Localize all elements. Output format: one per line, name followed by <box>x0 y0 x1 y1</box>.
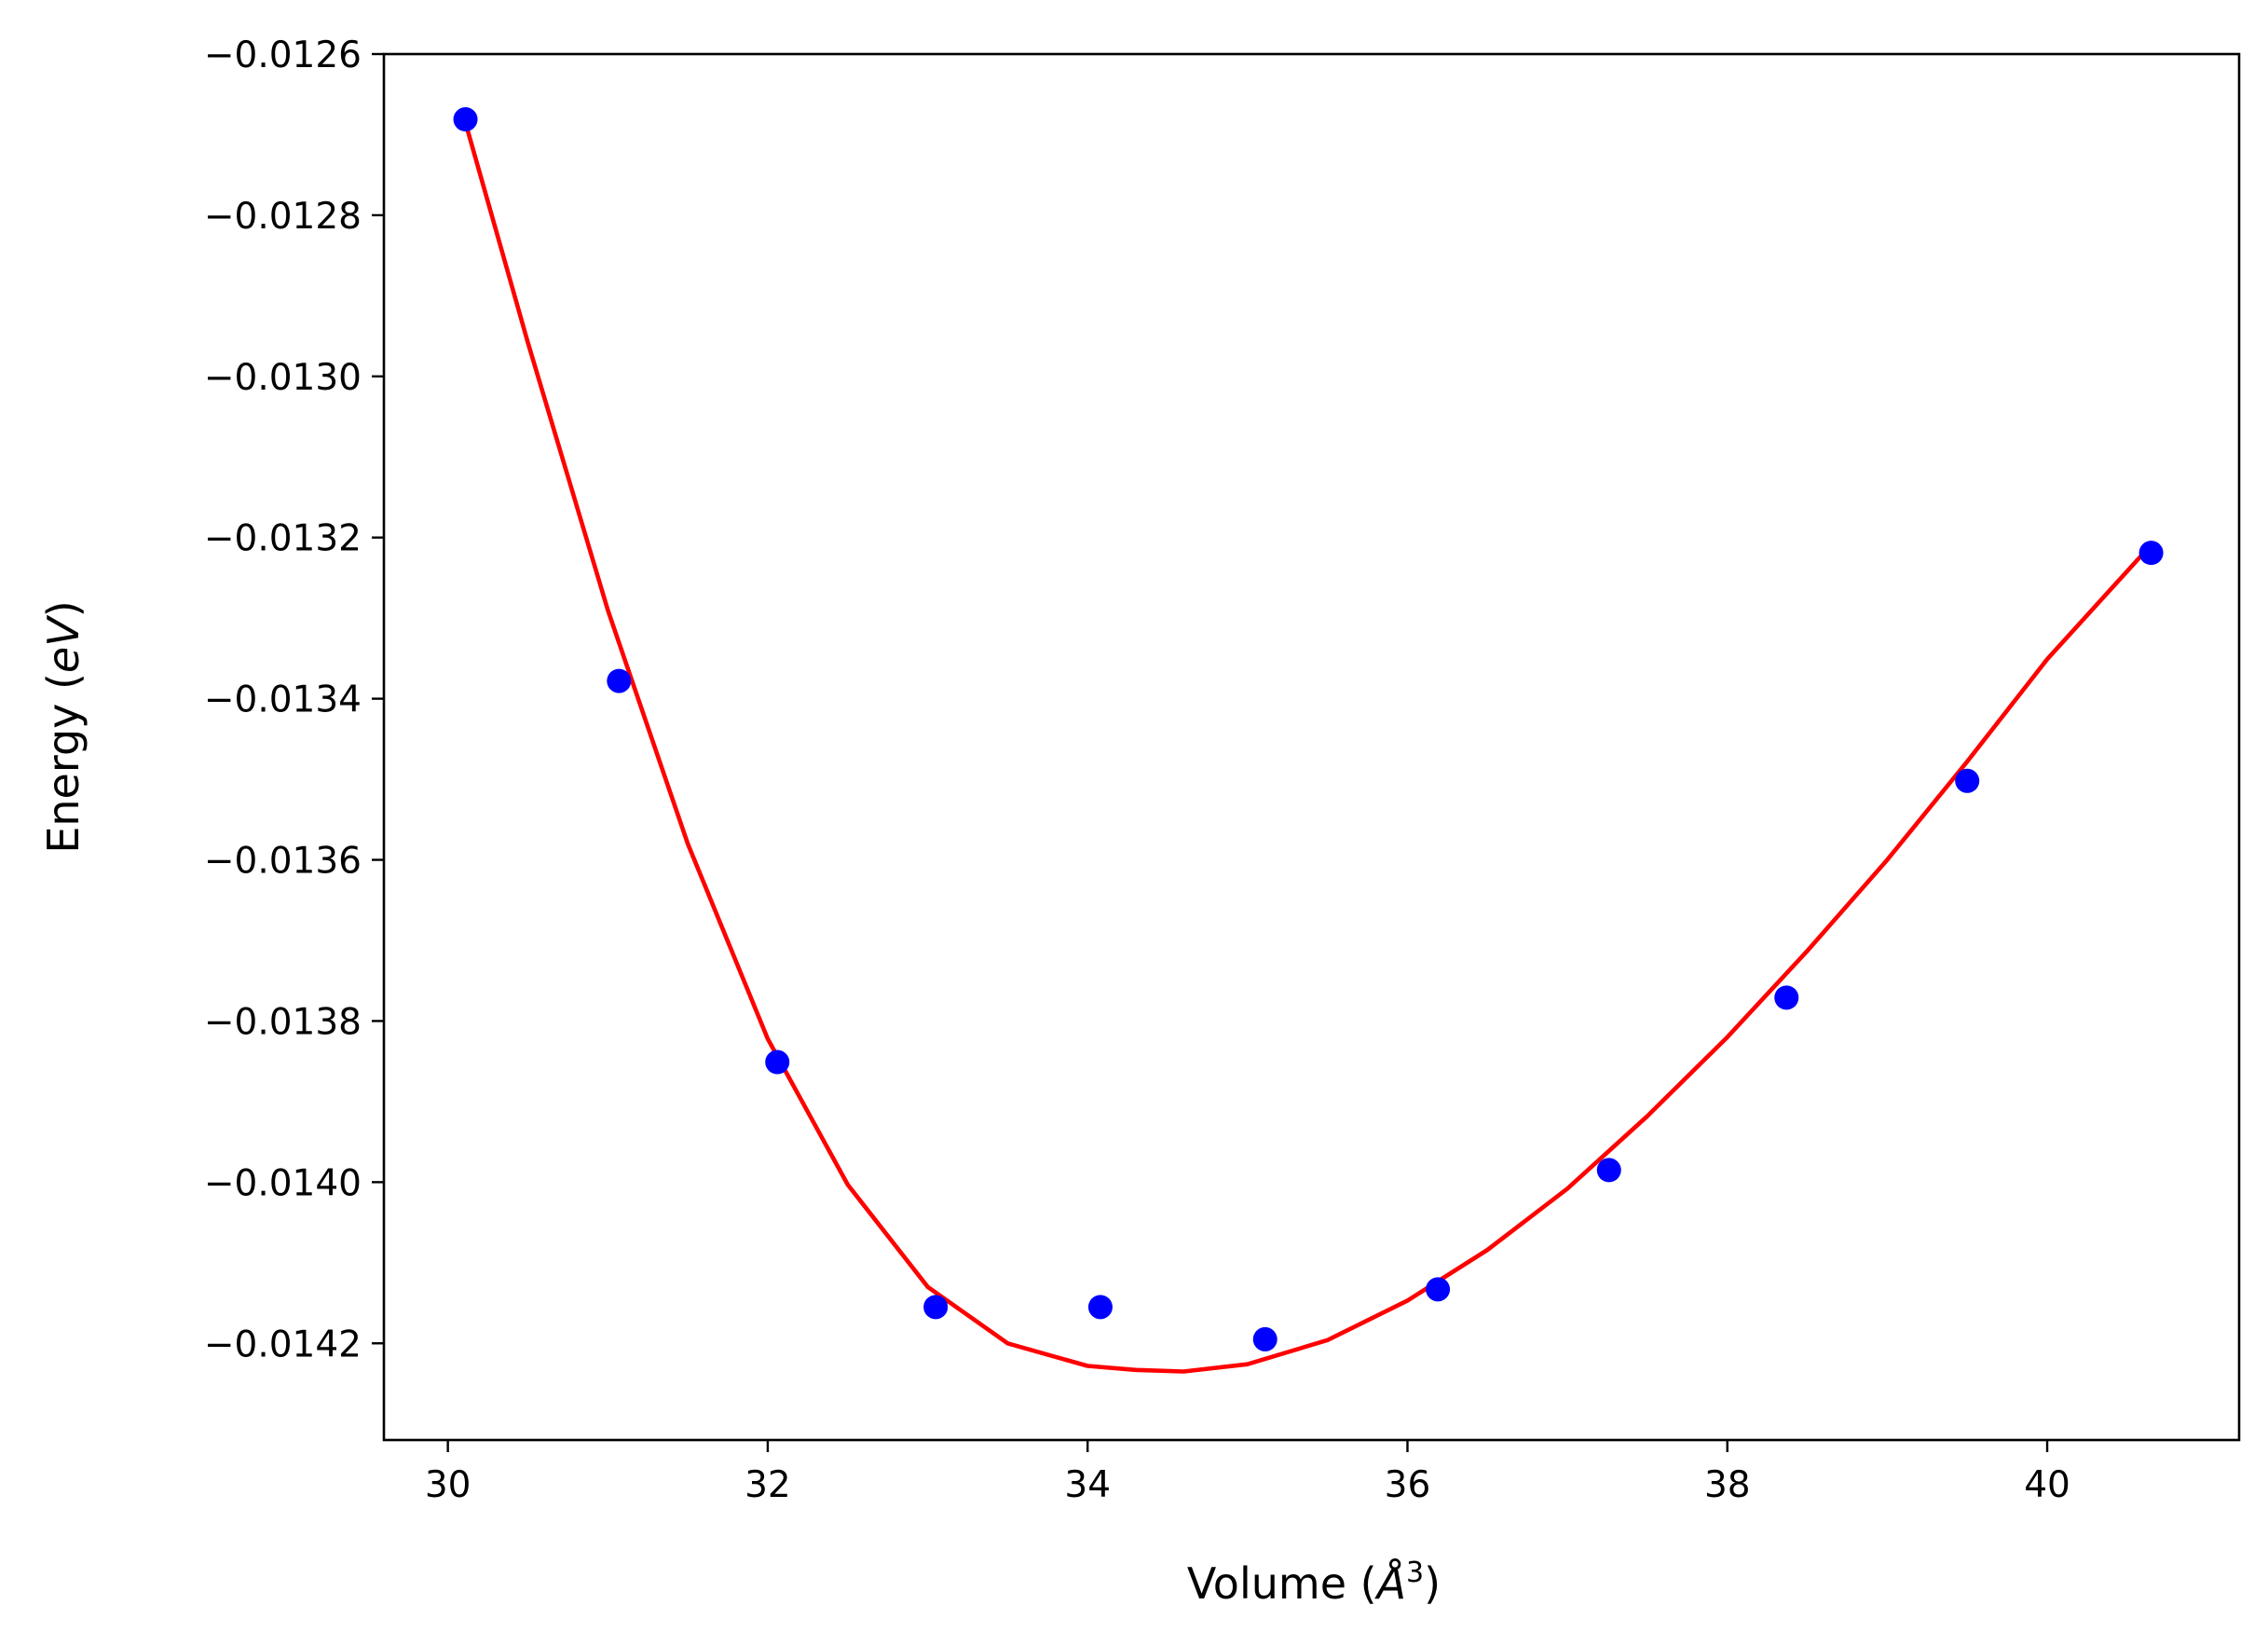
y-tick-label: −0.0134 <box>204 679 362 721</box>
x-axis-ticks: 30 32 34 36 38 40 <box>425 1440 2070 1506</box>
data-points-layer <box>453 107 2164 1351</box>
y-tick-label: −0.0130 <box>204 357 362 399</box>
y-tick-label: −0.0142 <box>204 1324 362 1365</box>
y-axis-label-unit: eV <box>38 614 89 673</box>
x-axis-label-prefix: Volume ( <box>1187 1558 1377 1609</box>
y-tick-label: −0.0126 <box>204 34 362 76</box>
data-point <box>765 1049 790 1075</box>
x-axis-label-symbol: Å <box>1374 1558 1406 1609</box>
data-point <box>1426 1277 1451 1302</box>
plot-area <box>453 107 2164 1374</box>
x-tick-label: 30 <box>425 1464 471 1506</box>
x-tick-label: 40 <box>2024 1464 2070 1506</box>
data-point <box>453 107 478 132</box>
x-tick-label: 36 <box>1385 1464 1431 1506</box>
x-tick-label: 32 <box>745 1464 791 1506</box>
x-axis-label-suffix: ) <box>1424 1558 1441 1609</box>
y-tick-label: −0.0138 <box>204 1001 362 1043</box>
data-point <box>2138 541 2164 566</box>
y-tick-label: −0.0128 <box>204 196 362 238</box>
x-tick-label: 34 <box>1064 1464 1111 1506</box>
x-tick-label: 38 <box>1704 1464 1751 1506</box>
data-point <box>1252 1326 1277 1351</box>
data-point <box>923 1295 949 1320</box>
data-point <box>1596 1158 1621 1183</box>
y-axis-label-suffix: ) <box>38 600 89 617</box>
y-tick-label: −0.0136 <box>204 841 362 883</box>
y-tick-label: −0.0132 <box>204 518 362 560</box>
y-axis-ticks: −0.0126 −0.0128 −0.0130 −0.0132 −0.0134 −0.01… <box>204 34 384 1365</box>
data-point <box>1955 768 1980 793</box>
x-axis-label: Volume (Å3) <box>1187 1557 1441 1609</box>
data-point <box>607 668 632 693</box>
y-tick-label: −0.0140 <box>204 1162 362 1204</box>
fit-curve-layer <box>463 120 2153 1374</box>
x-axis-label-exponent: 3 <box>1406 1557 1424 1589</box>
data-point <box>1087 1295 1113 1320</box>
fit-curve <box>463 120 2153 1374</box>
y-axis-label: Energy (eV) <box>38 600 89 853</box>
data-point <box>1774 985 1799 1010</box>
y-axis-label-prefix: Energy ( <box>38 673 89 854</box>
axes-frame <box>382 52 2241 1442</box>
